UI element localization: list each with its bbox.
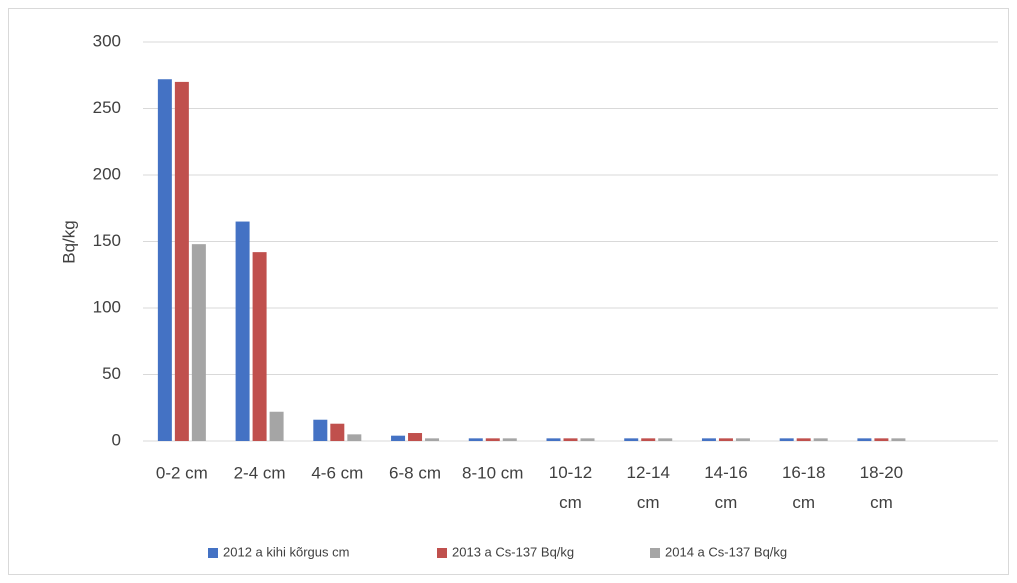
bar	[874, 438, 889, 441]
bar	[157, 79, 172, 442]
bar	[502, 438, 517, 441]
bar	[857, 438, 872, 441]
x-tick-label: 6-8 cm	[389, 463, 441, 482]
bar	[485, 438, 500, 441]
x-tick-label: 2-4 cm	[234, 463, 286, 482]
y-tick-label: 200	[93, 164, 121, 183]
legend-label: 2012 a kihi kõrgus cm	[223, 544, 349, 559]
bar	[313, 419, 328, 441]
x-tick-label: 10-12 cm	[549, 463, 592, 512]
y-tick-label: 150	[93, 231, 121, 250]
bar	[330, 423, 345, 441]
x-tick-label: 12-14 cm	[626, 463, 669, 512]
bar	[269, 411, 284, 441]
legend-swatch	[650, 548, 660, 558]
x-tick-label: 16-18 cm	[782, 463, 825, 512]
x-tick-label: 4-6 cm	[311, 463, 363, 482]
y-tick-label: 300	[93, 31, 121, 50]
bar	[658, 438, 673, 441]
x-tick-label: 18-20 cm	[860, 463, 903, 512]
bar	[468, 438, 483, 441]
y-tick-label: 50	[102, 364, 121, 383]
legend-label: 2013 a Cs-137 Bq/kg	[452, 544, 574, 559]
bar	[641, 438, 656, 441]
x-tick-label: 8-10 cm	[462, 463, 523, 482]
bar	[796, 438, 811, 441]
bar	[252, 252, 267, 441]
bar	[546, 438, 561, 441]
bar	[624, 438, 639, 441]
bar	[563, 438, 578, 441]
x-tick-label: 14-16 cm	[704, 463, 747, 512]
bar	[735, 438, 750, 441]
legend-swatch	[437, 548, 447, 558]
y-tick-label: 100	[93, 297, 121, 316]
y-tick-label: 250	[93, 98, 121, 117]
bar	[235, 221, 250, 441]
bar	[779, 438, 794, 441]
x-tick-label: 0-2 cm	[156, 463, 208, 482]
y-tick-label: 0	[112, 430, 121, 449]
bar	[718, 438, 733, 441]
legend-label: 2014 a Cs-137 Bq/kg	[665, 544, 787, 559]
bar	[580, 438, 595, 441]
bar	[701, 438, 716, 441]
bar	[191, 244, 206, 441]
bar	[813, 438, 828, 441]
bar	[391, 435, 406, 441]
y-axis-label: Bq/kg	[59, 220, 78, 263]
bar	[174, 81, 189, 442]
bar	[408, 433, 423, 441]
bar	[891, 438, 906, 441]
bar	[347, 434, 362, 441]
legend-swatch	[208, 548, 218, 558]
bar	[425, 438, 440, 441]
